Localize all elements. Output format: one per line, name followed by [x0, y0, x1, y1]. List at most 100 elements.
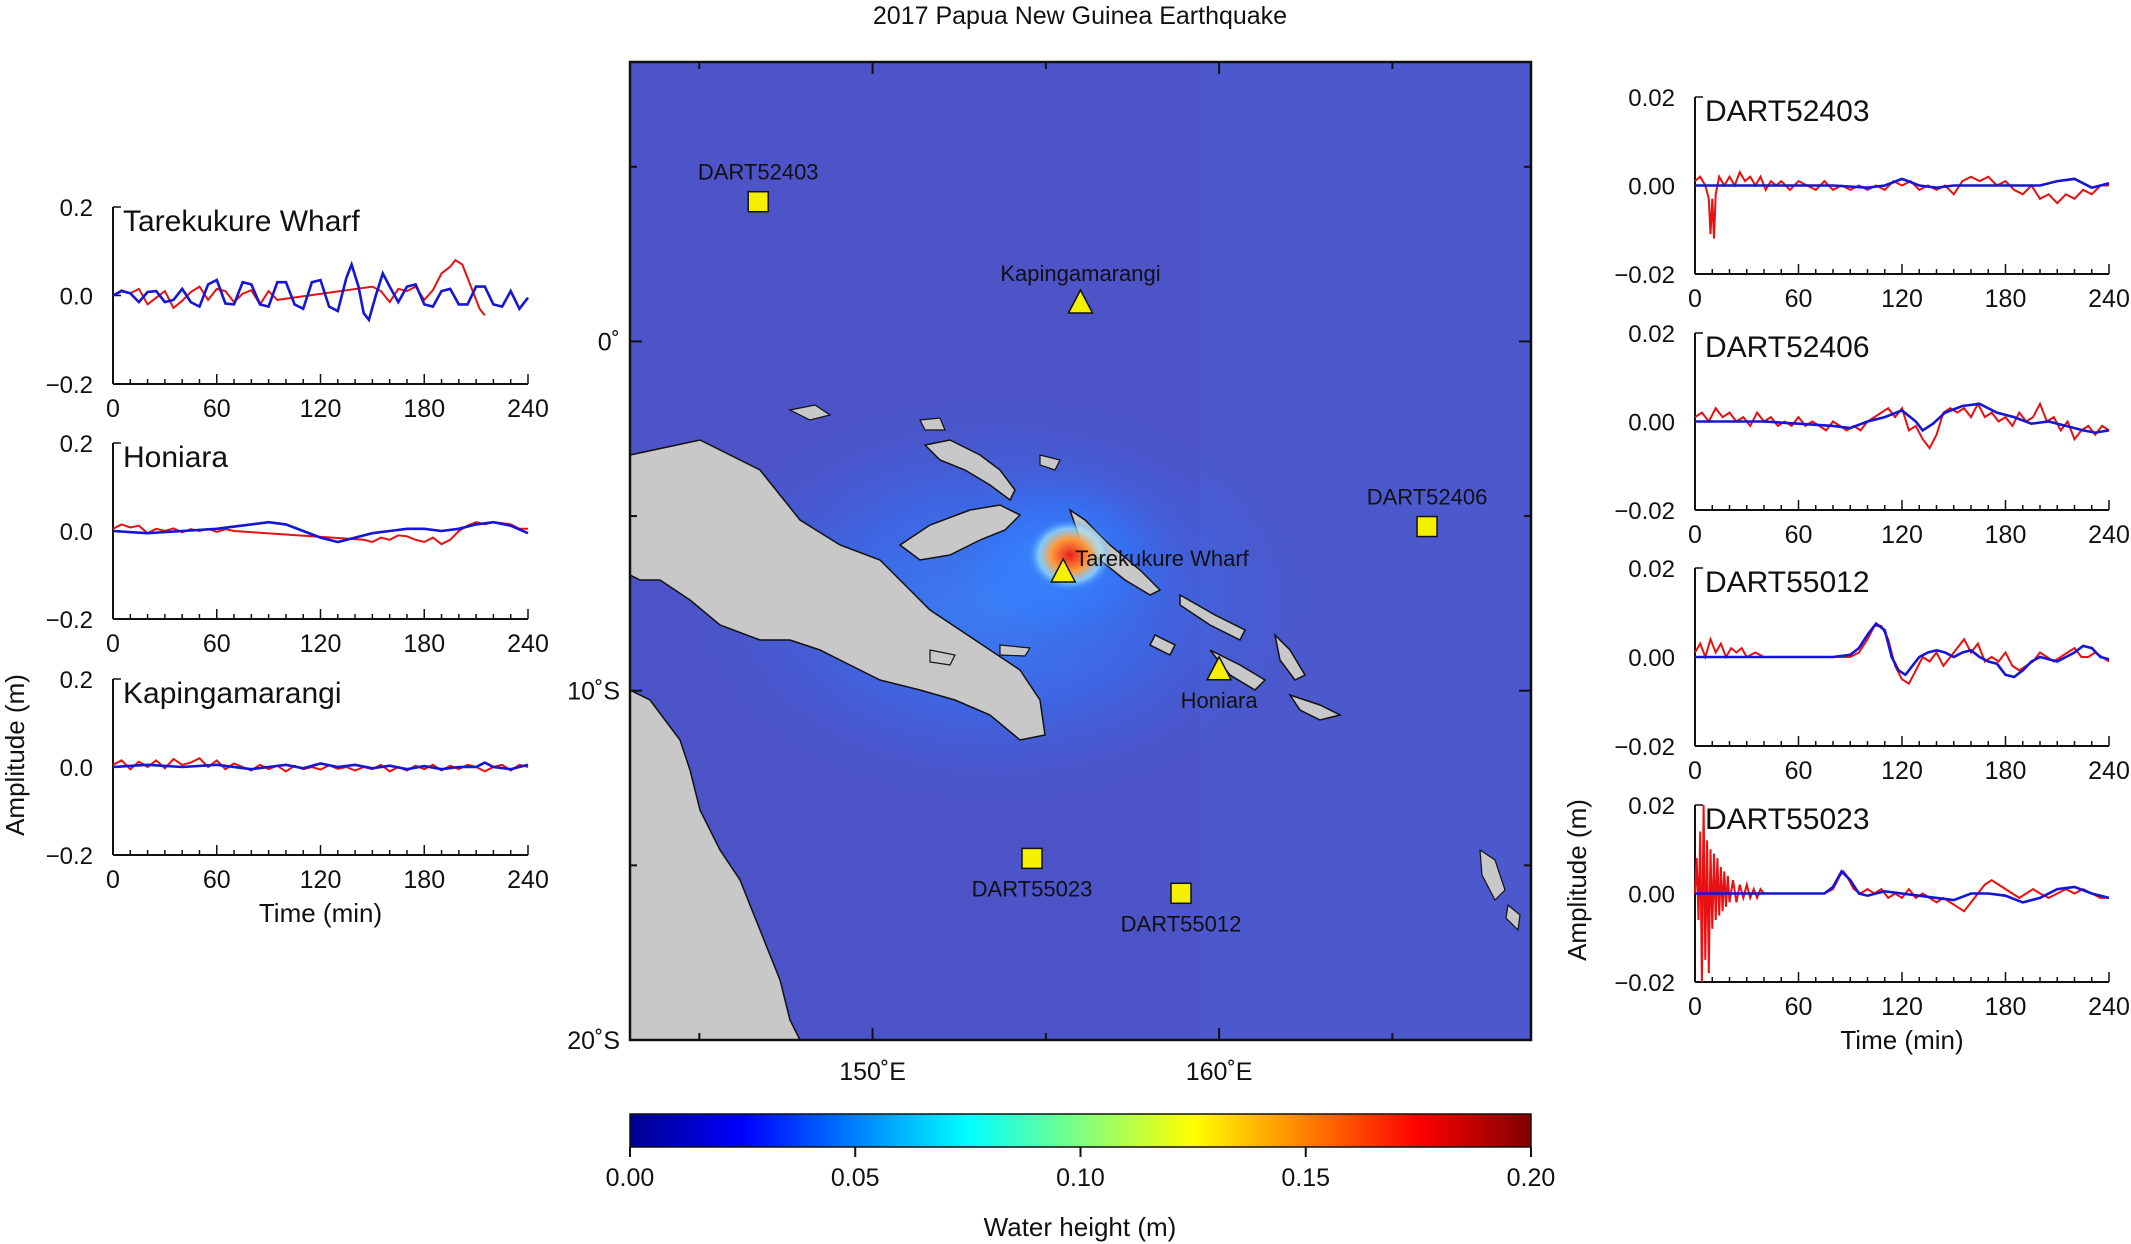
land-australia: [630, 689, 801, 1040]
land-solomons: [1148, 593, 1343, 721]
land-new-guinea: [630, 439, 1046, 741]
panel-x-tick-label: 60: [1785, 757, 1813, 785]
panel-y-tick-label: −0.02: [1614, 498, 1675, 525]
timeseries-panels: 0 60 120 180 240 0.2 0.0 −0.2 Tarekukure Wharf 0 6…: [46, 85, 2130, 1055]
panel-dart52403: 0 60 120 180 240 0.02 0.00 −0.02 DART52403: [1614, 85, 2130, 313]
panel-dart55023: 0 60 120 180 240 0.02 0.00 −0.02 DART55023 Time (…: [1614, 793, 2130, 1055]
left-ylabel: Amplitude (m): [0, 674, 30, 836]
station-label: DART52406: [1367, 485, 1488, 510]
panel-dart55012: 0 60 120 180 240 0.02 0.00 −0.02 DART55012: [1614, 556, 2130, 785]
colorbar-tick-label: 0.15: [1281, 1164, 1330, 1192]
panel-y-tick-label: 0.2: [60, 195, 93, 222]
panel-x-tick-label: 0: [106, 866, 120, 894]
panel-title: Honiara: [123, 441, 228, 474]
panel-y-tick-label: 0.0: [60, 519, 93, 546]
panel-x-tick-label: 180: [403, 630, 445, 658]
station-label: DART52403: [698, 160, 819, 185]
land-new-britain: [898, 504, 1022, 561]
map: 150˚E 160˚E 0˚ 10˚S 20˚S DART52403 Kapingamar…: [567, 60, 1533, 1086]
colorbar-gradient: [629, 1113, 1532, 1148]
panel-x-tick-label: 120: [300, 395, 342, 423]
colorbar-tick-label: 0.10: [1056, 1164, 1105, 1192]
panel-tarekukure-wharf: 0 60 120 180 240 0.2 0.0 −0.2 Tarekukure Wharf: [46, 195, 549, 423]
panel-x-tick-label: 60: [1785, 521, 1813, 549]
panel-y-tick-label: 0.00: [1628, 174, 1675, 201]
simulated-series-line: [112, 761, 529, 771]
panel-x-tick-label: 240: [2088, 993, 2130, 1021]
panel-y-tick-label: −0.2: [46, 607, 93, 634]
panel-y-tick-label: 0.02: [1628, 85, 1675, 112]
map-axes: 150˚E 160˚E 0˚ 10˚S 20˚S: [567, 62, 1531, 1086]
land-vanuatu: [1479, 848, 1521, 932]
panel-x-tick-label: 0: [1688, 285, 1702, 313]
station-label: DART55023: [972, 876, 1093, 901]
panel-x-label: Time (min): [259, 898, 382, 928]
colorbar-tick-label: 0.00: [606, 1164, 655, 1192]
station-label: Tarekukure Wharf: [1075, 546, 1250, 571]
tide-gauge-marker: [1067, 288, 1094, 314]
panel-x-tick-label: 120: [1881, 521, 1923, 549]
map-features: [630, 62, 1531, 1040]
station-label: DART55012: [1121, 911, 1242, 936]
dart-marker: [1416, 515, 1438, 538]
panel-x-tick-label: 180: [1985, 285, 2027, 313]
dart-marker: [1021, 847, 1043, 870]
panel-y-tick-label: 0.2: [60, 431, 93, 458]
panel-x-tick-label: 240: [507, 630, 549, 658]
observed-series-line: [1694, 169, 2109, 239]
panel-x-tick-label: 120: [1881, 993, 1923, 1021]
right-ylabel: Amplitude (m): [1562, 799, 1592, 961]
panel-x-tick-label: 120: [1881, 285, 1923, 313]
panel-x-tick-label: 240: [2088, 521, 2130, 549]
map-frame: [628, 60, 1533, 1042]
figure-title: 2017 Papua New Guinea Earthquake: [873, 2, 1287, 30]
panel-x-tick-label: 180: [403, 866, 445, 894]
simulated-series-line: [112, 260, 530, 323]
panel-y-tick-label: 0.00: [1628, 645, 1675, 672]
panel-x-tick-label: 120: [300, 630, 342, 658]
panel-x-tick-label: 0: [106, 395, 120, 423]
panel-x-label: Time (min): [1840, 1025, 1963, 1055]
simulated-series-line: [1695, 402, 2110, 434]
map-x-tick-label: 150˚E: [839, 1058, 906, 1086]
panel-x-tick-label: 0: [1688, 521, 1702, 549]
colorbar-tick-label: 0.05: [831, 1164, 880, 1192]
panel-title: DART52403: [1705, 95, 1870, 128]
panel-x-tick-label: 180: [1985, 757, 2027, 785]
observed-series-line: [112, 756, 529, 773]
panel-y-tick-label: 0.02: [1628, 793, 1675, 820]
dart-marker: [1170, 882, 1192, 905]
panel-x-tick-label: 180: [1985, 993, 2027, 1021]
map-y-tick-label: 10˚S: [567, 678, 620, 706]
panel-x-tick-label: 0: [1688, 993, 1702, 1021]
colorbar-tick-label: 0.20: [1507, 1164, 1556, 1192]
panel-x-tick-label: 120: [300, 866, 342, 894]
panel-y-tick-label: −0.2: [46, 372, 93, 399]
panel-x-tick-label: 180: [403, 395, 445, 423]
panel-y-tick-label: −0.2: [46, 843, 93, 870]
map-y-tick-label: 0˚: [598, 328, 620, 356]
panel-x-tick-label: 240: [2088, 285, 2130, 313]
panel-y-tick-label: −0.02: [1614, 970, 1675, 997]
panel-honiara: 0 60 120 180 240 0.2 0.0 −0.2 Honiara: [46, 431, 549, 658]
panel-title: DART55012: [1705, 566, 1870, 599]
land-islands: [788, 404, 1061, 666]
station-label: Honiara: [1181, 688, 1259, 713]
tide-gauge-marker: [1049, 557, 1077, 583]
panel-x-tick-label: 60: [1785, 993, 1813, 1021]
land-new-ireland: [923, 439, 1016, 502]
observed-series-line: [112, 258, 486, 317]
colorbar-ticks: 0.00 0.05 0.10 0.15 0.20: [606, 1147, 1556, 1192]
panel-x-tick-label: 240: [507, 866, 549, 894]
panel-title: DART52406: [1705, 331, 1870, 364]
panel-x-tick-label: 60: [203, 630, 231, 658]
simulated-series-line: [112, 520, 529, 544]
map-x-tick-label: 160˚E: [1186, 1058, 1253, 1086]
panel-x-tick-label: 60: [1785, 285, 1813, 313]
observed-series-line: [112, 521, 528, 546]
panel-dart52406: 0 60 120 180 240 0.02 0.00 −0.02 DART52406: [1614, 321, 2130, 549]
panel-title: Kapingamarangi: [123, 677, 341, 710]
observed-series-line: [1694, 624, 2110, 686]
panel-x-tick-label: 0: [106, 630, 120, 658]
